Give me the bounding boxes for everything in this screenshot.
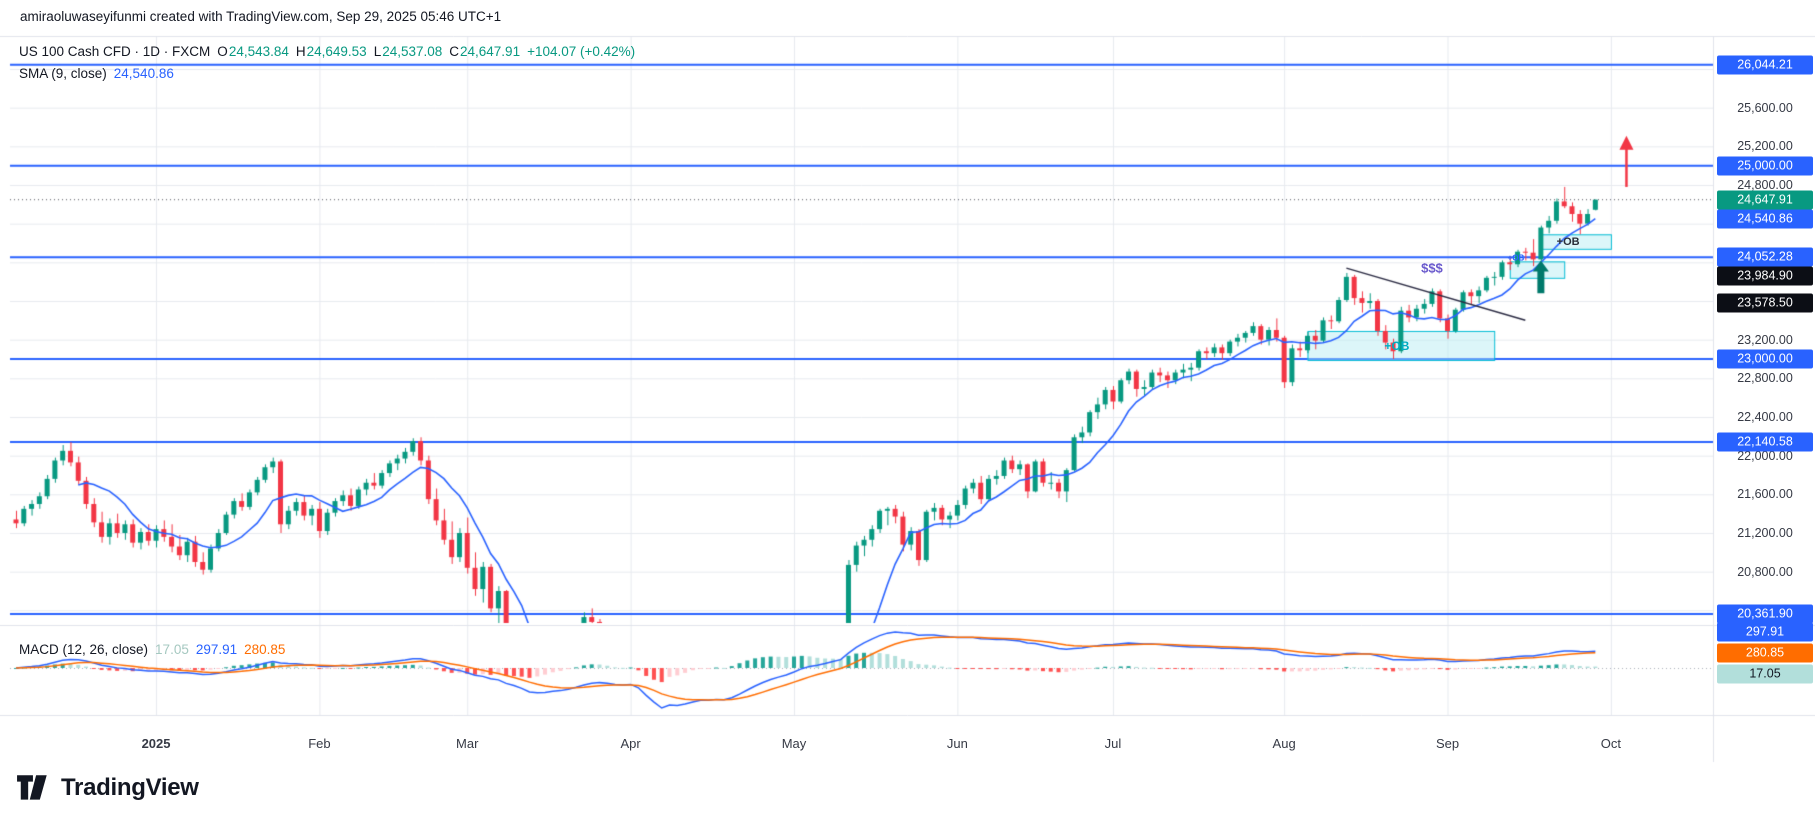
sma-label: SMA (9, close) [19,66,107,81]
macd-label: MACD (12, 26, close) [19,642,149,657]
sma-legend[interactable]: SMA (9, close) 24,540.86 [19,66,174,81]
tradingview-logo-text: TradingView [61,774,199,801]
attribution: amiraoluwaseyifunmi created with Trading… [20,9,502,24]
symbol-title[interactable]: US 100 Cash CFD · 1D · FXCM [19,44,211,59]
tradingview-logo-icon [17,775,47,800]
macd-legend[interactable]: MACD (12, 26, close) 17.05 297.91 280.85 [19,642,285,657]
ohlc-close: C 24,647.91 [449,44,521,59]
symbol-legend[interactable]: US 100 Cash CFD · 1D · FXCM O 24,543.84 H… [19,44,635,59]
ohlc-low: L 24,537.08 [373,44,443,59]
sma-value: 24,540.86 [113,66,174,81]
macd-hist-value: 17.05 [155,642,189,657]
macd-signal-value: 280.85 [244,642,286,657]
macd-line-value: 297.91 [195,642,238,657]
ohlc-high: H 24,649.53 [295,44,367,59]
tradingview-logo[interactable]: TradingView [16,774,199,802]
ohlc-open: O 24,543.84 [217,44,289,59]
change-value: +104.07 (+0.42%) [527,44,636,59]
